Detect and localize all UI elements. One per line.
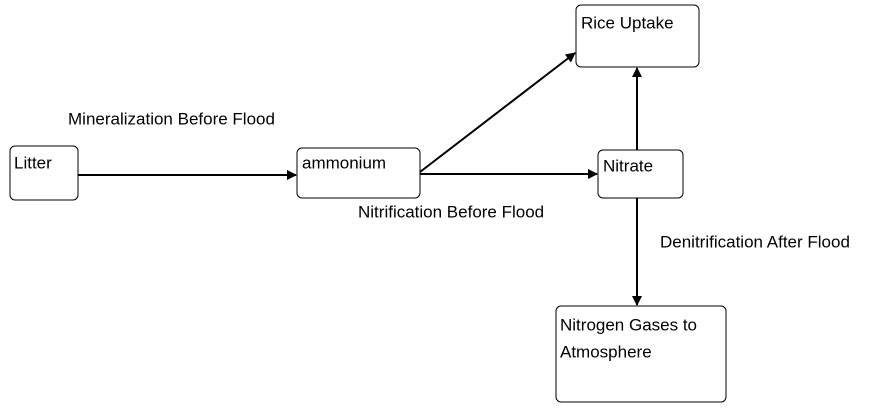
node: Nitrate: [597, 149, 684, 199]
node: Nitrogen Gases to Atmosphere: [555, 305, 727, 403]
node: ammonium: [296, 147, 421, 199]
edge-arrow: [419, 52, 576, 173]
node-label: Nitrate: [603, 156, 653, 175]
node-box: [555, 305, 727, 403]
node-label: ammonium: [302, 153, 386, 172]
node: Litter: [9, 145, 79, 201]
node-label: Nitrogen Gases to: [560, 315, 697, 334]
node-label: Litter: [14, 153, 52, 172]
node-box: [296, 147, 421, 199]
node-box: [597, 149, 684, 199]
edge-label: Mineralization Before Flood: [68, 109, 275, 128]
node-box: [575, 4, 700, 68]
node: Rice Uptake: [575, 4, 700, 68]
node-label: Rice Uptake: [581, 13, 674, 32]
node-label: Atmosphere: [560, 342, 652, 361]
node-box: [9, 145, 79, 201]
edge-label: Nitrification Before Flood: [358, 202, 544, 221]
edge-label: Denitrification After Flood: [660, 232, 850, 251]
